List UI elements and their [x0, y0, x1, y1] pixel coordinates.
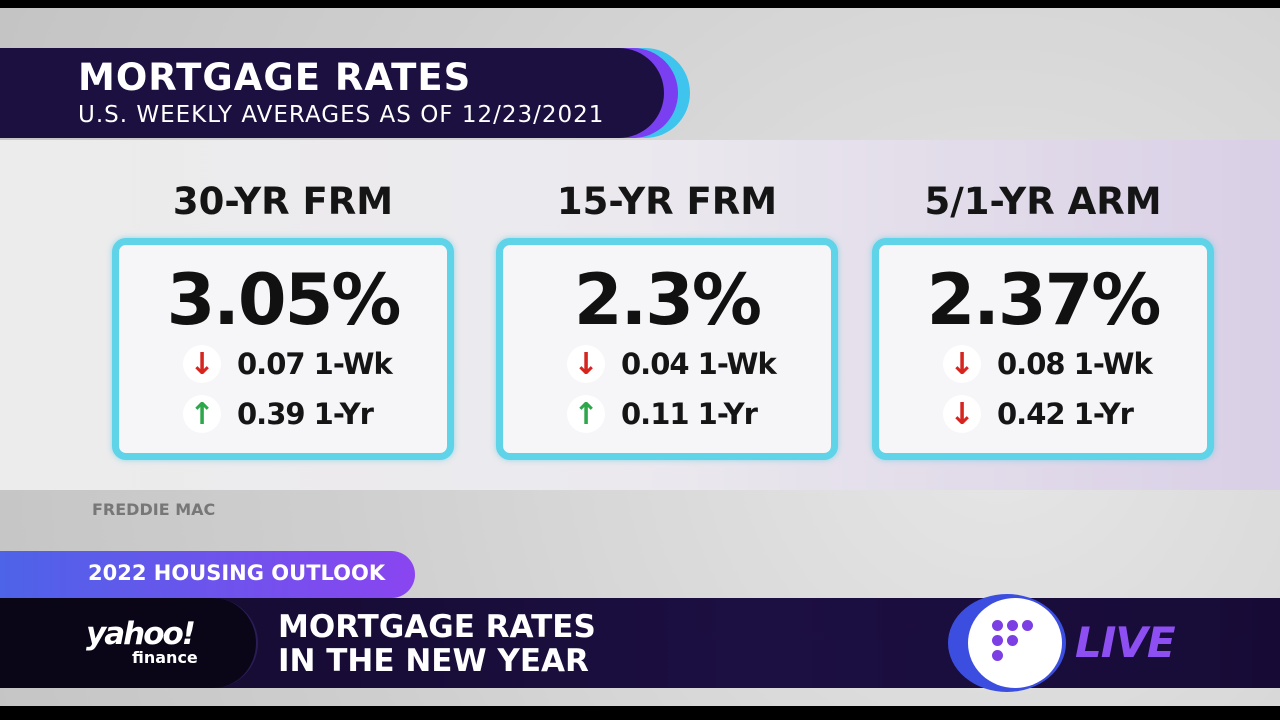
rates-panel: 30-YR FRM 3.05% ↓ 0.07 1-Wk ↑ 0.39 1-Yr 15… [0, 140, 1280, 490]
rate-column-30yr: 30-YR FRM 3.05% ↓ 0.07 1-Wk ↑ 0.39 1-Yr [112, 140, 454, 460]
year-change: ↑ 0.11 1-Yr [567, 389, 831, 439]
rate-value: 2.3% [573, 259, 762, 341]
page-title: MORTGAGE RATES [78, 56, 472, 99]
source-label: FREDDIE MAC [92, 500, 216, 519]
week-change-text: 0.04 1-Wk [621, 347, 777, 381]
rate-label: 5/1-YR ARM [924, 180, 1162, 223]
rate-value: 2.37% [926, 259, 1162, 341]
headline-line-1: MORTGAGE RATES [278, 609, 596, 645]
arrow-down-icon: ↓ [183, 345, 221, 383]
yahoo-finance-logo: yahoo! finance [0, 598, 258, 688]
page-subtitle: U.S. WEEKLY AVERAGES AS OF 12/23/2021 [78, 102, 605, 128]
rate-column-arm: 5/1-YR ARM 2.37% ↓ 0.08 1-Wk ↓ 0.42 1-Yr [872, 140, 1214, 460]
arrow-down-icon: ↓ [943, 345, 981, 383]
lower-third: yahoo! finance MORTGAGE RATES IN THE NEW… [0, 594, 1280, 692]
year-change: ↓ 0.42 1-Yr [943, 389, 1207, 439]
arrow-up-icon: ↑ [567, 395, 605, 433]
rate-value: 3.05% [166, 259, 402, 341]
headline: MORTGAGE RATES IN THE NEW YEAR [278, 610, 596, 678]
week-change: ↓ 0.07 1-Wk [183, 339, 447, 389]
rate-label: 30-YR FRM [172, 180, 394, 223]
segment-tag: 2022 HOUSING OUTLOOK [0, 551, 415, 598]
rate-card: 2.3% ↓ 0.04 1-Wk ↑ 0.11 1-Yr [496, 238, 838, 460]
arrow-down-icon: ↓ [943, 395, 981, 433]
arrow-down-icon: ↓ [567, 345, 605, 383]
week-change: ↓ 0.08 1-Wk [943, 339, 1207, 389]
year-change-text: 0.42 1-Yr [997, 397, 1134, 431]
rate-label: 15-YR FRM [556, 180, 778, 223]
rate-card: 3.05% ↓ 0.07 1-Wk ↑ 0.39 1-Yr [112, 238, 454, 460]
logo-text: yahoo! [86, 616, 196, 652]
year-change-text: 0.39 1-Yr [237, 397, 374, 431]
logo-subtext: finance [132, 648, 198, 667]
live-badge: LIVE [1075, 618, 1176, 667]
week-change-text: 0.08 1-Wk [997, 347, 1153, 381]
broadcast-frame: MORTGAGE RATES U.S. WEEKLY AVERAGES AS O… [0, 8, 1280, 706]
week-change-text: 0.07 1-Wk [237, 347, 393, 381]
brand-icon [968, 598, 1062, 688]
rate-card: 2.37% ↓ 0.08 1-Wk ↓ 0.42 1-Yr [872, 238, 1214, 460]
headline-line-2: IN THE NEW YEAR [278, 643, 589, 679]
rate-column-15yr: 15-YR FRM 2.3% ↓ 0.04 1-Wk ↑ 0.11 1-Yr [496, 140, 838, 460]
arrow-up-icon: ↑ [183, 395, 221, 433]
year-change: ↑ 0.39 1-Yr [183, 389, 447, 439]
title-banner: MORTGAGE RATES U.S. WEEKLY AVERAGES AS O… [0, 48, 690, 138]
week-change: ↓ 0.04 1-Wk [567, 339, 831, 389]
year-change-text: 0.11 1-Yr [621, 397, 758, 431]
